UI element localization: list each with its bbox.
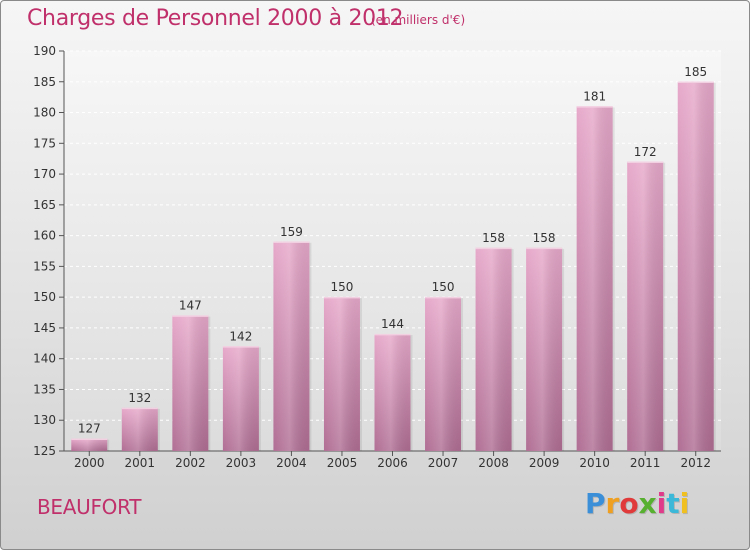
y-tick-label: 190: [33, 44, 56, 58]
y-tick-label: 170: [33, 167, 56, 181]
data-label: 147: [179, 299, 202, 313]
plot-area: 125 130 135 140 145 150 155 160 165 170 175 180 185 1…: [33, 44, 721, 470]
y-tick-label: 180: [33, 106, 56, 120]
bar-highlight: [374, 334, 411, 451]
data-label: 172: [634, 145, 657, 159]
data-label: 142: [229, 329, 252, 343]
y-tick-label: 185: [33, 75, 56, 89]
x-tick-label: 2002: [175, 456, 206, 470]
x-tick-label: 2011: [630, 456, 661, 470]
y-tick-label: 125: [33, 444, 56, 458]
data-label: 144: [381, 317, 404, 331]
data-label: 127: [78, 422, 101, 436]
data-label: 158: [482, 231, 505, 245]
y-tick-label: 135: [33, 382, 56, 396]
y-tick-label: 155: [33, 259, 56, 273]
bar-highlight: [576, 106, 613, 451]
data-label: 150: [331, 280, 354, 294]
bar-highlight: [71, 438, 108, 451]
x-tick-label: 2012: [680, 456, 711, 470]
data-label: 181: [583, 89, 606, 103]
data-label: 158: [533, 231, 556, 245]
data-label: 185: [684, 65, 707, 79]
data-label: 132: [128, 391, 151, 405]
bar-highlight: [677, 81, 714, 452]
data-label: 159: [280, 225, 303, 239]
bar-highlight: [475, 247, 512, 451]
bar-highlight: [627, 161, 664, 451]
x-tick-label: 2006: [377, 456, 408, 470]
x-tick-label: 2007: [428, 456, 459, 470]
x-tick-label: 2001: [125, 456, 156, 470]
bar-highlight: [222, 346, 259, 451]
x-tick-label: 2008: [478, 456, 509, 470]
y-tick-label: 130: [33, 413, 56, 427]
city-name: BEAUFORT: [37, 495, 142, 519]
y-tick-label: 165: [33, 198, 56, 212]
bar-highlight: [425, 297, 462, 451]
y-tick-label: 160: [33, 229, 56, 243]
x-tick-label: 2003: [226, 456, 257, 470]
bar-highlight: [526, 247, 563, 451]
bar-highlight: [172, 315, 209, 451]
chart-title: Charges de Personnel 2000 à 2012: [27, 6, 404, 31]
bar-highlight: [323, 297, 360, 451]
bar-highlight: [121, 407, 158, 451]
y-tick-label: 145: [33, 321, 56, 335]
y-tick-label: 150: [33, 290, 56, 304]
x-tick-label: 2000: [74, 456, 105, 470]
y-tick-label: 175: [33, 136, 56, 150]
x-tick-label: 2004: [276, 456, 307, 470]
data-label: 150: [432, 280, 455, 294]
chart-subtitle: (en milliers d'€): [371, 13, 466, 27]
x-tick-label: 2009: [529, 456, 560, 470]
bar-highlight: [273, 241, 310, 451]
x-tick-label: 2010: [579, 456, 610, 470]
proxiti-logo: Proxiti: [585, 487, 690, 520]
x-tick-label: 2005: [327, 456, 358, 470]
y-tick-label: 140: [33, 352, 56, 366]
